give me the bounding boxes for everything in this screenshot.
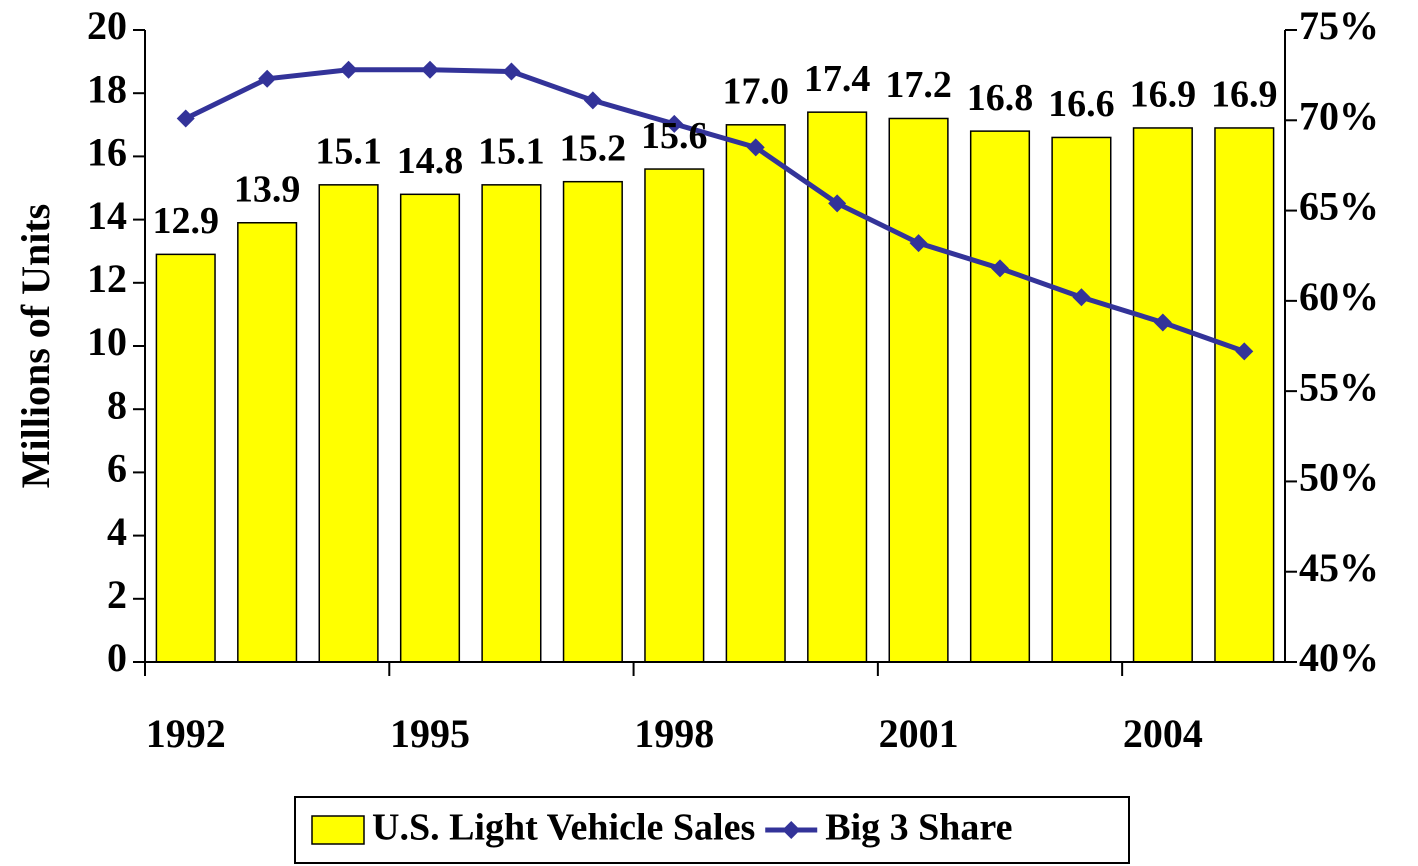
line-marker (1153, 313, 1172, 332)
line-marker (828, 194, 847, 213)
bar (1051, 136, 1112, 663)
y2-tick-label: 45% (1299, 545, 1379, 590)
bar (562, 180, 623, 663)
y2-tick-label: 55% (1299, 364, 1379, 409)
x-tick-label: 2001 (879, 711, 959, 756)
y-tick-label: 20 (87, 3, 127, 48)
bar (481, 184, 542, 663)
data-label: 16.9 (1130, 74, 1197, 116)
bar (155, 253, 216, 663)
x-tick-label: 1998 (634, 711, 714, 756)
legend-box (294, 796, 1130, 864)
data-label: 15.1 (315, 131, 382, 173)
line-marker (339, 60, 358, 79)
line-marker (176, 109, 195, 128)
y-tick-label: 14 (87, 193, 127, 238)
line-marker (421, 60, 439, 79)
line-marker (909, 234, 928, 253)
line-marker (258, 69, 277, 88)
legend-label: Big 3 Share (825, 807, 1012, 849)
x-tick-label: 2004 (1123, 711, 1203, 756)
data-label: 13.9 (234, 168, 301, 210)
y-tick-label: 2 (107, 572, 127, 617)
y-axis-label: Millions of Units (13, 204, 58, 488)
bar (1132, 127, 1193, 663)
y-tick-label: 10 (87, 319, 127, 364)
bar (1214, 127, 1275, 663)
bar (644, 168, 705, 663)
y-tick-label: 18 (87, 66, 127, 111)
bar (725, 124, 786, 663)
data-label: 17.2 (885, 64, 952, 106)
y-tick-label: 16 (87, 130, 127, 175)
data-label: 15.6 (641, 115, 708, 157)
y2-tick-label: 50% (1299, 455, 1379, 500)
line-marker (1235, 342, 1254, 361)
legend-marker (782, 821, 801, 839)
data-label: 14.8 (397, 140, 464, 182)
bar (318, 184, 379, 663)
data-label: 16.6 (1048, 83, 1115, 125)
legend-label: U.S. Light Vehicle Sales (372, 807, 755, 849)
data-label: 16.9 (1211, 74, 1278, 116)
y-tick-label: 4 (107, 509, 127, 554)
y-tick-label: 12 (87, 256, 127, 301)
bar (969, 130, 1031, 663)
data-label: 15.1 (478, 131, 545, 173)
y2-tick-label: 60% (1299, 274, 1379, 319)
legend-swatch (311, 815, 365, 845)
y2-tick-label: 75% (1299, 3, 1379, 48)
line-marker (502, 62, 521, 81)
bar (399, 193, 461, 663)
line-marker (665, 114, 684, 133)
y2-tick-label: 40% (1299, 635, 1379, 680)
line-marker (1072, 288, 1091, 307)
y2-tick-label: 65% (1299, 184, 1379, 229)
x-tick-label: 1992 (146, 711, 226, 756)
y-tick-label: 0 (107, 635, 127, 680)
data-label: 12.9 (152, 200, 219, 242)
data-label: 16.8 (967, 77, 1034, 119)
data-label: 17.0 (722, 71, 789, 113)
x-tick-label: 1995 (390, 711, 470, 756)
bar (237, 222, 298, 663)
line (184, 67, 1246, 354)
data-label: 17.4 (804, 58, 871, 100)
y-tick-label: 8 (107, 382, 127, 427)
bar (888, 117, 949, 663)
y2-tick-label: 70% (1299, 93, 1379, 138)
line-marker (583, 91, 602, 110)
data-label: 15.2 (560, 127, 627, 169)
y-tick-label: 6 (107, 446, 127, 491)
line-marker (746, 138, 765, 157)
line-marker (991, 259, 1009, 278)
